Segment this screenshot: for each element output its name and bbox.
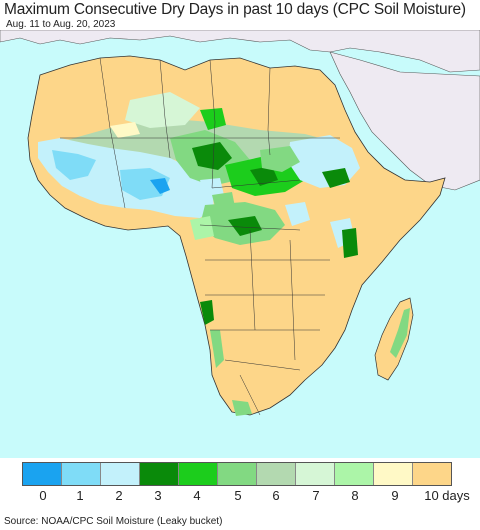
africa-map xyxy=(0,30,480,458)
sahel-light xyxy=(125,92,200,128)
coastal-blue xyxy=(150,178,170,194)
legend-label-2: 2 xyxy=(115,488,123,503)
country-borders xyxy=(60,57,340,416)
uganda-zone xyxy=(285,202,310,226)
legend-labels: 0 1 2 3 4 5 6 7 8 9 10 days xyxy=(0,488,480,506)
legend-label-4: 4 xyxy=(193,488,201,503)
ethiopia-dark xyxy=(322,168,350,188)
legend-swatch-6 xyxy=(257,463,296,485)
congo-dark xyxy=(228,216,262,236)
legend-swatch-7 xyxy=(296,463,335,485)
map-title: Maximum Consecutive Dry Days in past 10 … xyxy=(4,1,466,18)
angola-coast-green xyxy=(200,300,214,325)
legend-swatch-4 xyxy=(179,463,218,485)
legend-swatch-1 xyxy=(62,463,101,485)
west-africa-mid xyxy=(52,150,96,180)
ivory-coast-zone xyxy=(120,168,170,200)
legend-label-3: 3 xyxy=(154,488,162,503)
color-legend xyxy=(22,462,452,486)
legend-label-9: 9 xyxy=(391,488,399,503)
sa-coast-green xyxy=(232,400,252,416)
namibia-coast xyxy=(210,330,224,368)
legend-swatch-8 xyxy=(335,463,374,485)
legend-swatch-10 xyxy=(413,463,451,485)
europe-land xyxy=(0,30,480,73)
legend-label-7: 7 xyxy=(312,488,320,503)
legend-label-10: 10 days xyxy=(424,488,470,503)
sahel-yellow xyxy=(110,122,140,138)
madagascar-east xyxy=(390,308,410,358)
legend-label-5: 5 xyxy=(234,488,242,503)
legend-label-1: 1 xyxy=(76,488,84,503)
car-dark xyxy=(250,166,278,186)
chad-green xyxy=(200,108,226,130)
source-note: Source: NOAA/CPC Soil Moisture (Leaky bu… xyxy=(4,516,223,527)
nigeria-dark xyxy=(192,142,232,170)
legend-swatch-5 xyxy=(218,463,257,485)
gabon-zone xyxy=(190,216,214,240)
legend-label-6: 6 xyxy=(272,488,280,503)
kenya-green xyxy=(342,228,358,258)
legend-swatch-9 xyxy=(374,463,413,485)
legend-label-0: 0 xyxy=(39,488,47,503)
legend-swatch-3 xyxy=(140,463,179,485)
horn-dry xyxy=(350,178,420,245)
legend-swatch-2 xyxy=(101,463,140,485)
legend-swatch-0 xyxy=(23,463,62,485)
legend-label-8: 8 xyxy=(351,488,359,503)
date-range: Aug. 11 to Aug. 20, 2023 xyxy=(6,19,116,30)
